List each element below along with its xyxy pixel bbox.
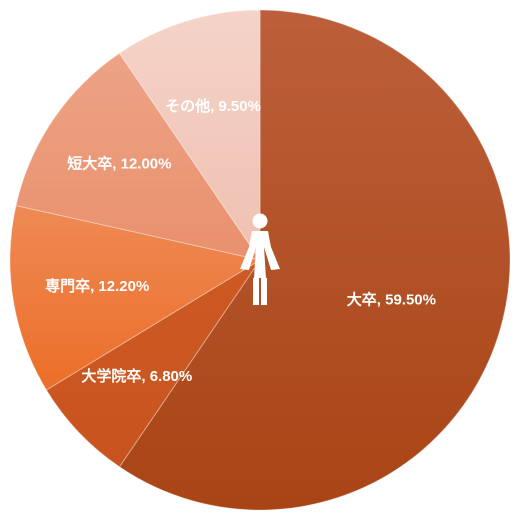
slice-label-3: 短大卒, 12.00% xyxy=(67,154,171,172)
pie-slice-2 xyxy=(9,204,262,391)
pie-slice-4 xyxy=(118,9,261,262)
pie-slice-3 xyxy=(15,52,262,261)
slice-label-2: 専門卒, 12.20% xyxy=(45,277,149,295)
female-person-icon xyxy=(240,213,280,305)
pie-slice-0 xyxy=(118,9,511,511)
slice-label-4: その他, 9.50% xyxy=(165,97,261,115)
slice-label-0: 大卒, 59.50% xyxy=(347,290,436,308)
pie-slice-1 xyxy=(45,259,261,468)
slice-label-1: 大学院卒, 6.80% xyxy=(81,367,192,385)
slices xyxy=(9,9,511,511)
slice-labels: 大卒, 59.50% 大学院卒, 6.80% 専門卒, 12.20% 短大卒, 12.… xyxy=(45,97,436,385)
